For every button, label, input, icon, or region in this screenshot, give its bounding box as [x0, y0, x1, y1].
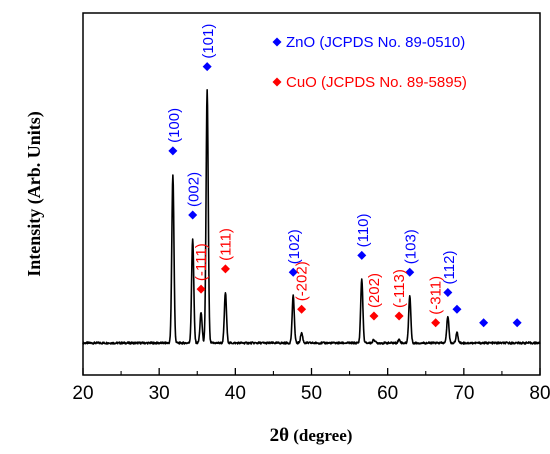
x-tick-label: 80: [529, 383, 550, 404]
zno-marker: [202, 62, 212, 72]
x-tick-label: 20: [72, 383, 93, 404]
x-tick-label: 50: [301, 383, 322, 404]
zno-marker: [405, 267, 415, 277]
x-axis-title: 2θ (degree): [270, 425, 353, 446]
xrd-pattern-line: [82, 89, 541, 345]
x-ticks: 20 30 40 50 60 70 80: [72, 368, 550, 404]
legend-label: ZnO (JCPDS No. 89-0510): [286, 34, 465, 51]
zno-marker: [168, 146, 178, 156]
marker-layer: (100) (002) (101) (102) (110) (103) (112) (-111…: [166, 24, 522, 328]
legend-marker: [272, 37, 282, 47]
zno-reflection-label: (101): [200, 24, 217, 59]
cuo-marker: [196, 284, 206, 294]
cuo-reflection-label: (202): [366, 273, 383, 308]
x-tick-label: 30: [149, 383, 170, 404]
x-tick-label: 60: [377, 383, 398, 404]
zno-reflection-label: (002): [186, 172, 203, 207]
legend-label: CuO (JCPDS No. 89-5895): [286, 74, 467, 91]
cuo-reflection-label: (-311): [428, 276, 445, 315]
zno-marker: [443, 287, 453, 297]
cuo-reflection-label: (111): [217, 228, 234, 261]
legend: ZnO (JCPDS No. 89-0510) CuO (JCPDS No. 89…: [272, 34, 467, 91]
zno-reflection-label: (100): [166, 108, 183, 143]
x-tick-label: 70: [453, 383, 474, 404]
x-tick-label: 40: [225, 383, 246, 404]
x-axis-title-unit: (degree): [289, 426, 352, 445]
zno-reflection-label: (112): [441, 251, 458, 285]
zno-marker: [357, 250, 367, 260]
cuo-reflection-label: (-113): [391, 269, 408, 308]
zno-reflection-label: (102): [286, 229, 303, 264]
zno-marker: [479, 318, 489, 328]
cuo-marker: [369, 311, 379, 321]
cuo-marker: [394, 311, 404, 321]
legend-marker: [272, 77, 282, 87]
y-axis-title: Intensity (Arb. Units): [24, 111, 45, 277]
plot-frame: [82, 12, 541, 376]
zno-marker: [452, 304, 462, 314]
cuo-marker: [297, 304, 307, 314]
zno-reflection-label: (103): [403, 229, 420, 264]
cuo-marker: [431, 318, 441, 328]
zno-marker: [288, 267, 298, 277]
pattern-layer: [82, 89, 541, 345]
zno-marker: [512, 318, 522, 328]
zno-reflection-label: (110): [355, 213, 372, 247]
cuo-reflection-label: (-202): [294, 261, 311, 301]
cuo-marker: [220, 264, 230, 274]
cuo-reflection-label: (-111): [193, 243, 210, 281]
zno-marker: [188, 210, 198, 220]
x-axis-title-symbol: 2θ: [270, 425, 290, 446]
